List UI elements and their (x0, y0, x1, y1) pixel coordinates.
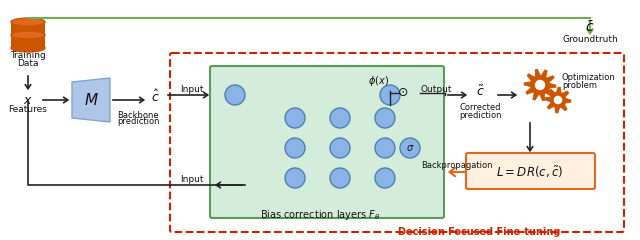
Text: Features: Features (8, 106, 47, 114)
Circle shape (225, 85, 245, 105)
Text: Data: Data (17, 59, 39, 67)
FancyBboxPatch shape (11, 22, 45, 48)
Circle shape (375, 138, 395, 158)
Text: Training: Training (10, 50, 46, 60)
Text: $\sigma$: $\sigma$ (406, 143, 414, 153)
Polygon shape (545, 87, 571, 113)
Text: $\tilde{c}$: $\tilde{c}$ (476, 85, 484, 99)
Circle shape (380, 85, 400, 105)
Text: $M$: $M$ (84, 92, 99, 108)
Polygon shape (524, 69, 556, 101)
Text: prediction: prediction (116, 118, 159, 126)
Circle shape (330, 168, 350, 188)
Circle shape (285, 138, 305, 158)
Circle shape (554, 96, 562, 104)
Text: Backbone: Backbone (117, 110, 159, 120)
Text: $x$: $x$ (23, 94, 33, 107)
Circle shape (330, 138, 350, 158)
FancyBboxPatch shape (210, 66, 444, 218)
Ellipse shape (11, 44, 45, 52)
Circle shape (375, 168, 395, 188)
Circle shape (330, 108, 350, 128)
Text: $L = DR(c, \tilde{c})$: $L = DR(c, \tilde{c})$ (497, 164, 564, 180)
Polygon shape (72, 78, 110, 122)
Text: Corrected: Corrected (460, 103, 500, 113)
Text: Output: Output (420, 85, 452, 95)
Text: Backpropagation: Backpropagation (421, 161, 493, 169)
Circle shape (375, 108, 395, 128)
Ellipse shape (11, 31, 45, 39)
Text: Bias correction layers $F_\theta$: Bias correction layers $F_\theta$ (260, 208, 380, 222)
Text: $\odot$: $\odot$ (397, 86, 409, 100)
Text: Input: Input (180, 175, 204, 185)
Text: problem: problem (562, 82, 597, 90)
Circle shape (536, 80, 545, 90)
Text: Input: Input (180, 85, 204, 95)
Text: Groundtruth: Groundtruth (562, 36, 618, 44)
FancyBboxPatch shape (466, 153, 595, 189)
Circle shape (285, 108, 305, 128)
Text: Optimization: Optimization (562, 73, 616, 83)
Text: $\hat{c}$: $\hat{c}$ (150, 89, 159, 105)
Circle shape (400, 138, 420, 158)
Ellipse shape (11, 18, 45, 26)
Text: $\bar{c}$: $\bar{c}$ (586, 21, 595, 36)
Text: $\phi(x)$: $\phi(x)$ (367, 74, 388, 88)
Text: Decision Focused Fine-tuning: Decision Focused Fine-tuning (397, 227, 560, 237)
Circle shape (285, 168, 305, 188)
Text: prediction: prediction (459, 110, 501, 120)
